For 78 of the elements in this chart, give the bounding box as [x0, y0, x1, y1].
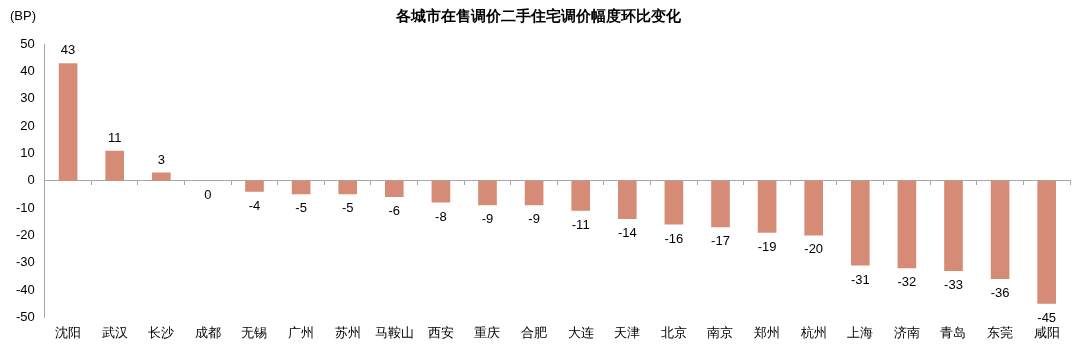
bar [571, 180, 591, 211]
x-tick-label: 咸阳 [1033, 324, 1060, 340]
data-label: -19 [757, 238, 777, 254]
bar [804, 180, 824, 236]
bar [850, 180, 870, 266]
data-label: -5 [341, 200, 354, 216]
bar [291, 180, 311, 195]
bar [478, 180, 497, 206]
y-tick-label: -20 [15, 226, 35, 242]
x-tick-label: 青岛 [940, 324, 967, 340]
y-tick-label: 0 [27, 172, 35, 188]
x-tick-label: 马鞍山 [374, 324, 414, 340]
data-label: -6 [388, 203, 401, 219]
data-label: -14 [617, 225, 637, 241]
x-tick-label: 南京 [707, 324, 734, 340]
y-tick-label: -50 [15, 308, 35, 324]
y-tick-label: -10 [15, 199, 35, 215]
x-tick-label: 北京 [660, 324, 687, 340]
data-label: 11 [107, 129, 122, 145]
bar [431, 180, 451, 203]
x-tick-label: 天津 [614, 324, 641, 340]
y-tick-label: 20 [20, 117, 35, 133]
x-tick-label: 济南 [893, 324, 920, 340]
x-tick-label: 杭州 [799, 324, 827, 340]
data-label: -17 [711, 233, 730, 249]
x-tick-label: 苏州 [334, 324, 361, 340]
data-label: -4 [248, 197, 261, 213]
bar [897, 180, 917, 269]
bar [944, 180, 963, 271]
data-label: -16 [664, 230, 684, 246]
x-tick-label: 合肥 [521, 324, 548, 340]
x-tick-label: 沈阳 [55, 324, 82, 340]
chart-title: 各城市在售调价二手住宅调价幅度环比变化 [394, 7, 682, 25]
bar [105, 150, 125, 181]
data-label: -9 [528, 211, 540, 227]
y-tick-label: 50 [20, 35, 35, 51]
data-label: -20 [804, 241, 824, 257]
y-tick-label: -40 [15, 281, 35, 297]
bar [524, 180, 544, 206]
x-tick-label: 上海 [847, 324, 874, 340]
x-tick-label: 重庆 [474, 324, 501, 340]
bar [664, 180, 684, 225]
data-label: -5 [295, 200, 307, 216]
bar [617, 180, 637, 219]
x-tick-label: 无锡 [241, 324, 268, 340]
bar [151, 172, 171, 181]
data-label: 0 [204, 186, 212, 202]
data-label: -32 [897, 274, 917, 290]
y-tick-label: 10 [20, 144, 35, 160]
x-tick-label: 东莞 [987, 324, 1014, 340]
bar [384, 180, 404, 198]
y-axis-title: (BP) [10, 8, 36, 24]
x-tick-label: 成都 [194, 324, 221, 340]
bar [757, 180, 777, 233]
data-label: -8 [435, 208, 447, 224]
data-label: -31 [850, 271, 870, 287]
x-tick-label: 大连 [567, 324, 594, 340]
data-label: 3 [157, 151, 165, 167]
x-tick-label: 武汉 [101, 324, 128, 340]
bar [58, 63, 78, 181]
data-label: -11 [571, 216, 590, 232]
x-tick-label: 广州 [288, 324, 315, 340]
bar [338, 180, 358, 195]
y-tick-label: 30 [20, 90, 35, 106]
data-label: -45 [1037, 309, 1057, 325]
y-tick-label: 40 [20, 62, 35, 78]
data-label: -33 [944, 277, 963, 292]
data-label: -36 [990, 285, 1010, 301]
y-tick-label: -30 [15, 254, 35, 270]
x-tick-label: 西安 [427, 324, 454, 340]
data-label: 43 [60, 42, 76, 58]
bar [711, 180, 730, 228]
x-tick-label: 长沙 [148, 324, 175, 340]
bar [245, 180, 264, 192]
x-tick-label: 郑州 [754, 324, 781, 340]
bar [990, 180, 1010, 280]
data-label: -9 [481, 211, 494, 227]
bar [1037, 180, 1057, 304]
